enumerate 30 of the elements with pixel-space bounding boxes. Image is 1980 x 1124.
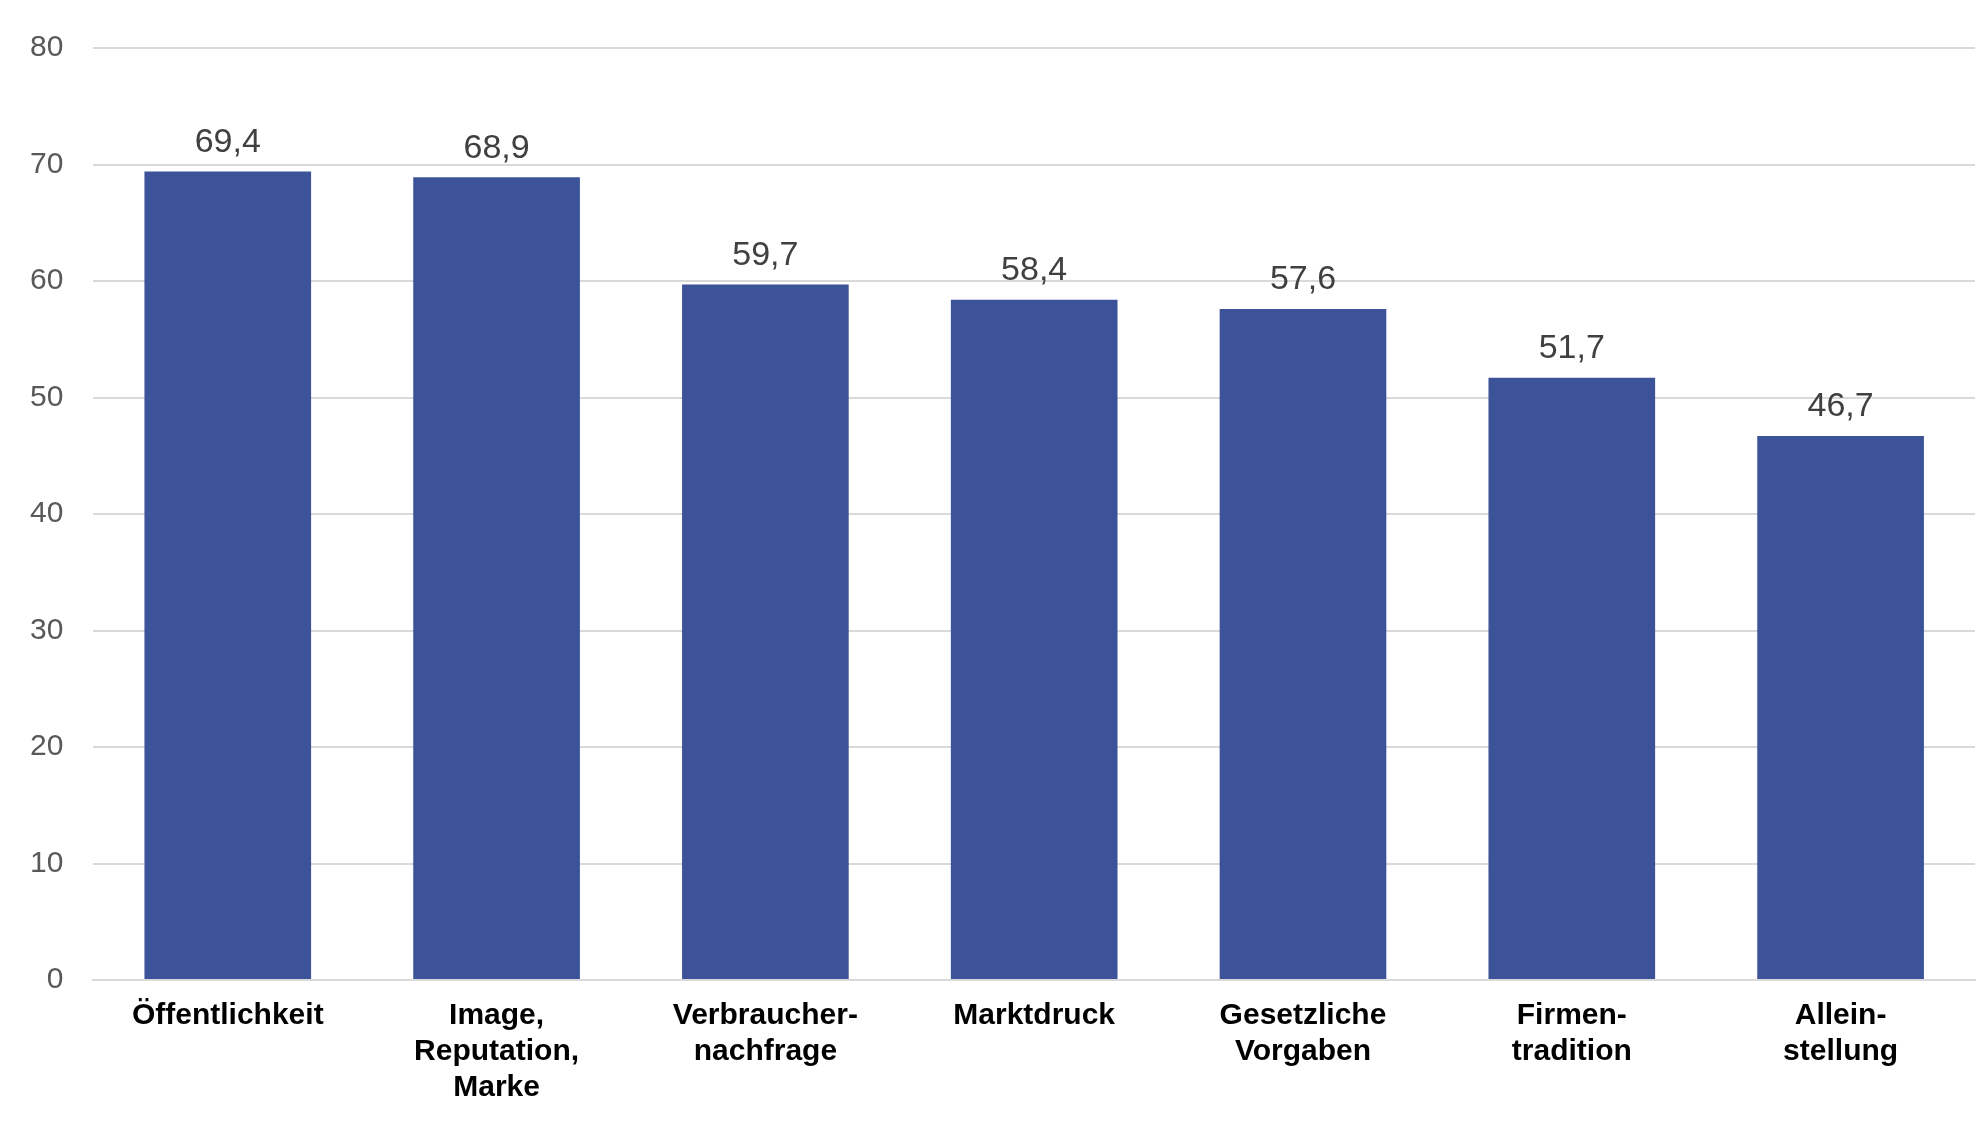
data-label: 46,7 [1807,385,1874,424]
x-tick-label: Öffentlichkeit [131,997,324,1031]
data-label: 58,4 [1001,249,1068,288]
y-tick-label: 80 [29,29,64,63]
y-tick-label: 70 [29,145,64,179]
x-tick-label: Firmen- tradition [1511,997,1632,1067]
x-tick-label: Allein- stellung [1783,997,1899,1067]
bar [1219,308,1387,979]
data-label: 57,6 [1269,258,1337,297]
y-tick-label: 30 [29,611,64,645]
y-tick-label: 20 [29,728,64,762]
bar [144,171,312,979]
x-tick-label: Image, Reputation, Marke [414,997,580,1103]
data-label: 59,7 [732,233,799,272]
y-tick-label: 40 [29,495,64,529]
x-tick-label: Verbraucher- nachfrage [672,997,858,1067]
x-tick-label: Gesetzliche Vorgaben [1219,997,1387,1067]
data-label: 68,9 [463,126,530,165]
bar [413,177,580,979]
y-tick-label: 50 [29,378,64,412]
y-tick-label: 0 [46,961,64,995]
bar [1757,435,1924,979]
y-tick-label: 60 [29,262,64,296]
y-tick-label: 10 [29,844,64,878]
data-label: 51,7 [1538,327,1605,366]
bar [682,284,849,979]
x-tick-label: Marktdruck [953,997,1116,1031]
bar [950,299,1118,979]
bar [1488,377,1656,979]
data-label: 69,4 [194,120,261,159]
